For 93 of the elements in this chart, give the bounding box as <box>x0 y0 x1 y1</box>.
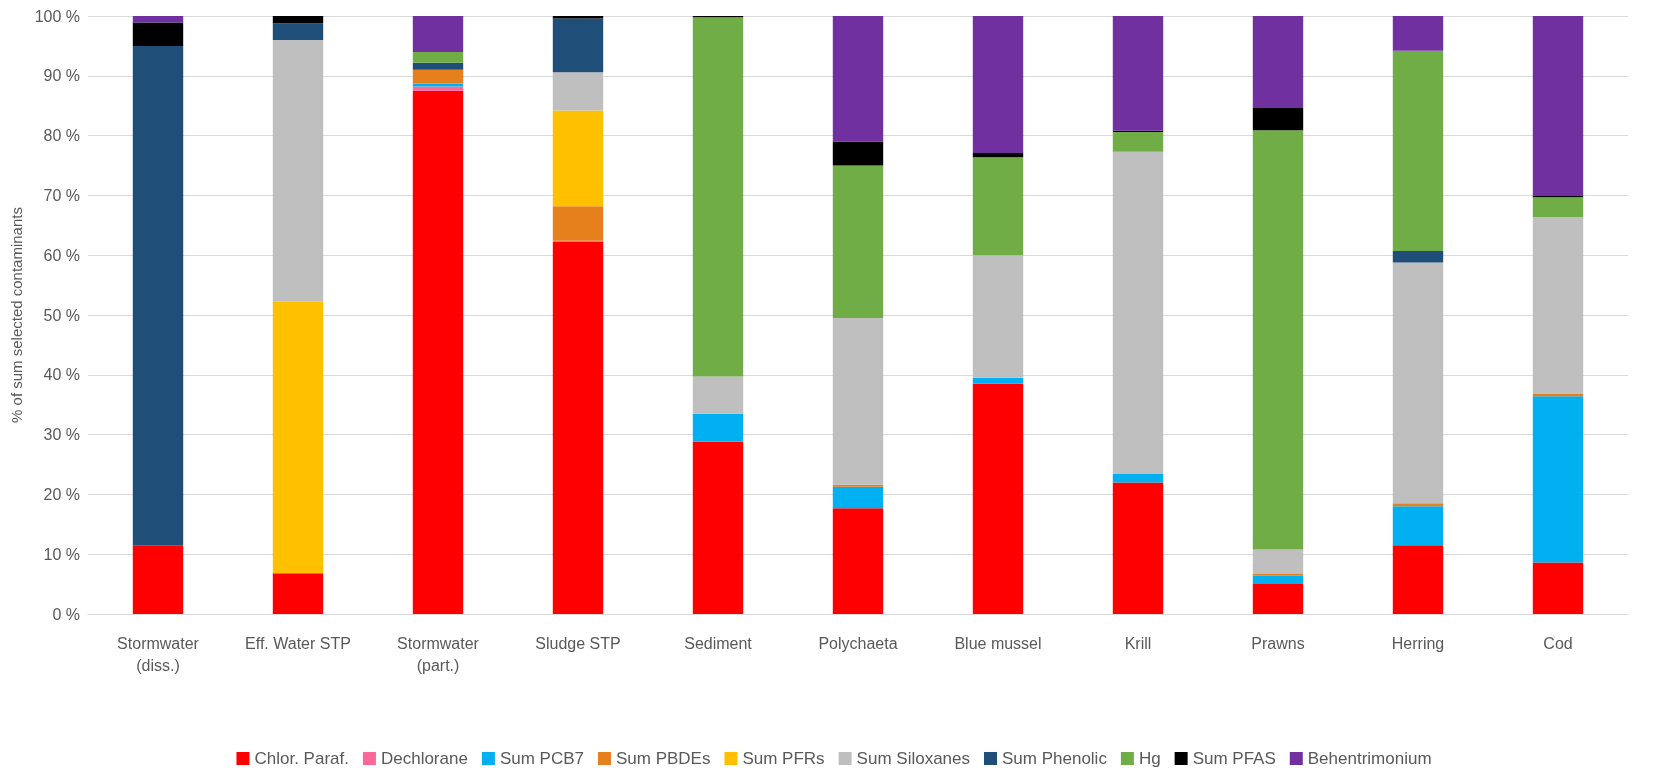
bar <box>972 16 1024 153</box>
y-tick-label: 40 % <box>43 366 80 384</box>
x-tick-label: Blue mussel <box>954 634 1042 652</box>
bar <box>1532 16 1584 196</box>
legend-label: Hg <box>1138 749 1161 768</box>
bar <box>1392 506 1444 546</box>
bar <box>412 51 464 63</box>
bar <box>272 16 324 24</box>
bar <box>972 255 1024 378</box>
x-tick-label: Cod <box>1543 634 1573 652</box>
bar <box>552 206 604 241</box>
y-tick-label: 60 % <box>43 246 80 264</box>
bar <box>412 62 464 70</box>
bar <box>412 16 464 52</box>
y-tick-label: 50 % <box>43 306 80 324</box>
bar <box>832 486 884 509</box>
legend-label: Sum PCB7 <box>499 749 584 768</box>
bar <box>832 508 884 614</box>
x-tick-label: Sediment <box>684 634 753 652</box>
bar <box>692 441 744 614</box>
bar <box>1112 151 1164 475</box>
bar <box>1112 474 1164 483</box>
bar <box>412 83 464 87</box>
x-tick-label: Polychaeta <box>818 634 898 652</box>
bar <box>692 413 744 442</box>
bar <box>272 573 324 614</box>
bar <box>1392 251 1444 263</box>
y-tick-label: 0 % <box>52 605 80 623</box>
bar <box>1532 562 1584 614</box>
bar <box>1112 16 1164 131</box>
bar <box>972 383 1024 614</box>
legend-label: Behentrimonium <box>1307 749 1432 768</box>
x-tick-label: Stormwater (diss.) <box>117 634 200 674</box>
bar <box>1392 16 1444 51</box>
legend-label: Sum PFRs <box>742 749 825 768</box>
bar <box>1392 503 1444 507</box>
legend-label: Chlor. Paraf. <box>254 749 349 768</box>
y-tick-label: 100 % <box>34 7 80 25</box>
bar <box>272 301 324 574</box>
bar <box>1392 50 1444 252</box>
bar <box>692 17 744 377</box>
x-tick-label: Sludge STP <box>535 634 621 652</box>
bar <box>1252 130 1304 550</box>
y-tick-label: 70 % <box>43 186 80 204</box>
bar <box>1252 584 1304 614</box>
legend-label: Dechlorane <box>380 749 468 768</box>
x-tick-label: Krill <box>1124 634 1152 652</box>
bar <box>552 72 604 111</box>
legend-label: Sum Phenolic <box>1002 749 1108 768</box>
bar <box>412 90 464 614</box>
y-tick-label: 90 % <box>43 67 80 85</box>
y-tick-label: 30 % <box>43 426 80 444</box>
bar <box>132 16 184 23</box>
bar <box>132 45 184 546</box>
bar <box>972 152 1024 158</box>
bar <box>1252 16 1304 109</box>
x-tick-label: Herring <box>1391 634 1445 652</box>
x-tick-label: Prawns <box>1251 634 1305 652</box>
bar <box>1112 132 1164 152</box>
bar <box>1392 262 1444 504</box>
bar <box>1252 549 1304 574</box>
x-tick-label: Eff. Water STP <box>245 634 351 652</box>
bar <box>552 242 604 614</box>
bar <box>692 376 744 414</box>
y-tick-label: 80 % <box>43 127 80 145</box>
bar <box>552 110 604 207</box>
bar <box>832 16 884 142</box>
bar <box>132 22 184 46</box>
bar <box>1112 482 1164 614</box>
bar <box>552 18 604 73</box>
bar <box>1252 575 1304 585</box>
bar <box>272 23 324 40</box>
legend-label: Sum PFAS <box>1192 749 1276 768</box>
bar <box>832 165 884 318</box>
bar <box>1532 396 1584 563</box>
bar <box>132 545 184 614</box>
legend-label: Sum Siloxanes <box>856 749 971 768</box>
x-tick-label: Stormwater (part.) <box>397 634 480 674</box>
y-tick-label: 20 % <box>43 485 80 503</box>
bar <box>832 141 884 166</box>
bar <box>412 69 464 84</box>
bar <box>1532 216 1584 394</box>
bar <box>272 39 324 302</box>
bar <box>972 157 1024 256</box>
bar <box>412 86 464 91</box>
bar <box>1392 545 1444 614</box>
y-tick-label: 10 % <box>43 545 80 563</box>
bar <box>1252 108 1304 131</box>
y-axis-title: % of sum selected contaminants <box>7 207 25 423</box>
bar <box>1532 197 1584 217</box>
legend-label: Sum PBDEs <box>615 749 711 768</box>
bar <box>972 377 1024 384</box>
bar <box>832 317 884 485</box>
